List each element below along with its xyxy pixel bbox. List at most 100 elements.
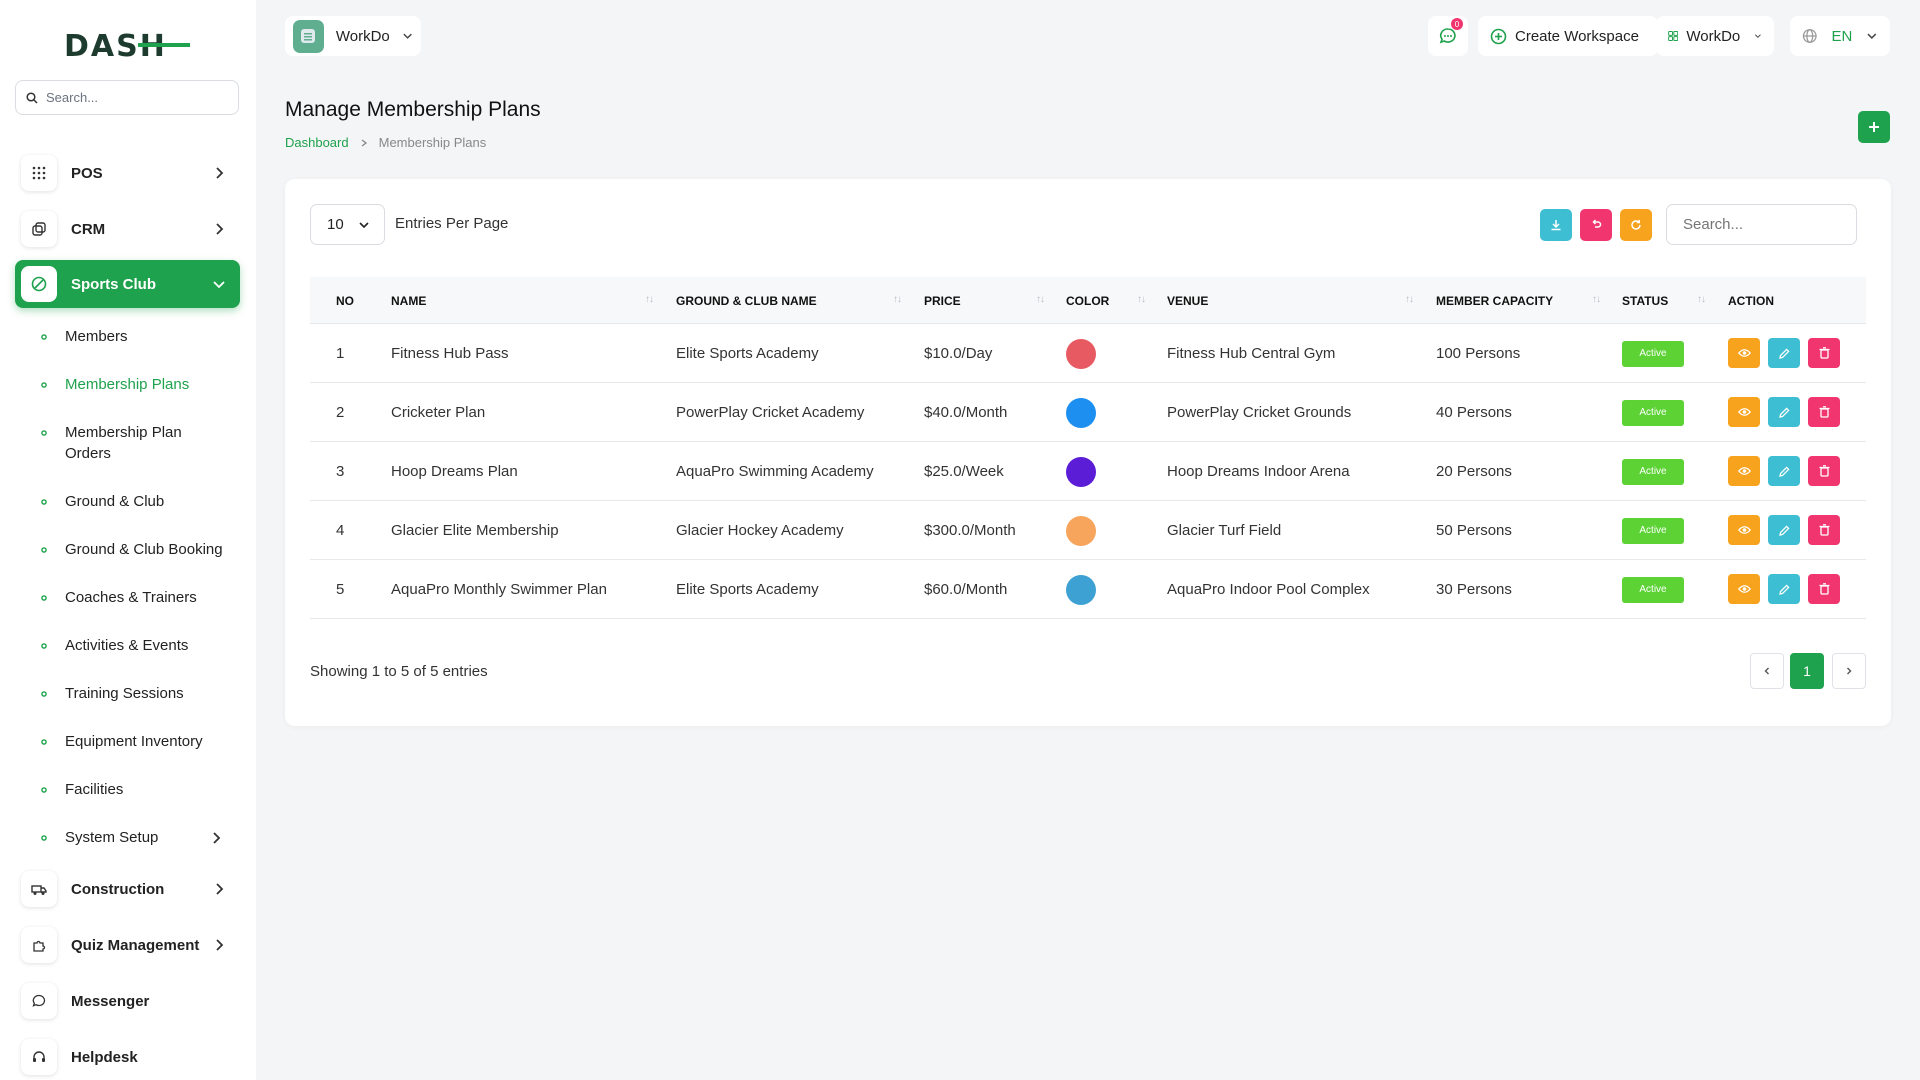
table-search-input[interactable] (1666, 204, 1857, 245)
company-name: WorkDo (1686, 27, 1741, 45)
delete-button[interactable] (1808, 338, 1840, 368)
sidebar-subitem-system-setup[interactable]: System Setup (40, 827, 240, 848)
sidebar-item-label: Sports Club (71, 275, 156, 293)
delete-button[interactable] (1808, 515, 1840, 545)
view-button[interactable] (1728, 515, 1760, 545)
sidebar-item-construction[interactable]: Construction (15, 865, 240, 913)
sidebar-item-label: POS (71, 164, 103, 182)
column-header-no[interactable]: NO (336, 293, 354, 308)
trash-icon (1819, 406, 1829, 418)
delete-button[interactable] (1808, 456, 1840, 486)
breadcrumb-home[interactable]: Dashboard (285, 135, 349, 150)
breadcrumb: Dashboard Membership Plans (285, 135, 486, 150)
sidebar-subitem-ground-club-booking[interactable]: Ground & Club Booking (40, 539, 240, 560)
sidebar-subitem-coaches-trainers[interactable]: Coaches & Trainers (40, 587, 240, 608)
sidebar-item-pos[interactable]: POS (15, 149, 240, 197)
sidebar-subitem-label: Ground & Club (65, 493, 165, 510)
sidebar-subitem-activities-events[interactable]: Activities & Events (40, 635, 240, 656)
column-header-ground-club[interactable]: GROUND & CLUB NAME (676, 293, 817, 308)
eye-icon (1737, 408, 1751, 416)
dash-logo[interactable]: DASH (64, 26, 190, 62)
color-swatch (1066, 515, 1096, 546)
view-button[interactable] (1728, 456, 1760, 486)
company-switcher[interactable]: WorkDo (1656, 16, 1774, 56)
cell-status: Active (1622, 560, 1684, 619)
edit-button[interactable] (1768, 338, 1800, 368)
chevron-right-icon (216, 883, 224, 895)
column-header-venue[interactable]: VENUE (1167, 293, 1209, 308)
column-header-color[interactable]: COLOR (1066, 293, 1110, 308)
pagination-next[interactable] (1832, 653, 1866, 689)
sidebar-subitem-membership-plans[interactable]: Membership Plans (40, 374, 240, 395)
plus-icon (1869, 122, 1879, 132)
cell-ground-club: Elite Sports Academy (676, 581, 819, 598)
cell-no: 1 (336, 345, 345, 362)
globe-icon (1802, 29, 1817, 43)
view-button[interactable] (1728, 338, 1760, 368)
edit-button[interactable] (1768, 515, 1800, 545)
sidebar-subitem-equipment-inventory[interactable]: Equipment Inventory (40, 731, 240, 752)
sort-icon[interactable]: ↑↓ (1405, 294, 1414, 305)
view-button[interactable] (1728, 574, 1760, 604)
sidebar-subitem-membership-plan-orders[interactable]: Membership Plan Orders (40, 422, 200, 464)
sort-icon[interactable]: ↑↓ (893, 294, 902, 305)
trash-icon (1819, 465, 1829, 477)
sort-icon[interactable]: ↑↓ (1137, 294, 1146, 305)
create-workspace-button[interactable]: Create Workspace (1478, 16, 1658, 56)
language-switcher[interactable]: EN (1790, 16, 1890, 56)
reset-button[interactable] (1580, 209, 1612, 241)
sort-icon[interactable]: ↑↓ (1697, 294, 1706, 305)
download-button[interactable] (1540, 209, 1572, 241)
view-button[interactable] (1728, 397, 1760, 427)
sidebar-item-messenger[interactable]: Messenger (15, 977, 240, 1025)
refresh-button[interactable] (1620, 209, 1652, 241)
sidebar-search[interactable]: Search... (15, 80, 239, 115)
cell-venue: AquaPro Indoor Pool Complex (1167, 581, 1370, 598)
sort-icon[interactable]: ↑↓ (1036, 294, 1045, 305)
column-header-status[interactable]: STATUS (1622, 293, 1669, 308)
column-header-price[interactable]: PRICE (924, 293, 961, 308)
table-row: 4 Glacier Elite Membership Glacier Hockey … (310, 501, 1866, 560)
notification-badge: 0 (1451, 18, 1463, 30)
cell-color (1066, 501, 1096, 560)
cell-ground-club: PowerPlay Cricket Academy (676, 404, 865, 421)
cell-venue: Glacier Turf Field (1167, 522, 1282, 539)
edit-button[interactable] (1768, 456, 1800, 486)
cell-member-capacity: 40 Persons (1436, 404, 1512, 421)
delete-button[interactable] (1808, 397, 1840, 427)
sidebar-item-label: Quiz Management (71, 936, 200, 954)
sidebar-item-label: CRM (71, 220, 106, 238)
cell-venue: PowerPlay Cricket Grounds (1167, 404, 1352, 421)
sidebar-item-helpdesk[interactable]: Helpdesk (15, 1033, 240, 1080)
notifications-button[interactable]: 0 (1428, 16, 1468, 56)
sidebar-item-quiz-management[interactable]: Quiz Management (15, 921, 240, 969)
edit-button[interactable] (1768, 397, 1800, 427)
workspace-switcher[interactable]: WorkDo (285, 16, 421, 56)
edit-button[interactable] (1768, 574, 1800, 604)
sidebar-subitem-ground-club[interactable]: Ground & Club (40, 491, 240, 512)
cell-color (1066, 560, 1096, 619)
table-header: NO NAME ↑↓ GROUND & CLUB NAME ↑↓ PRICE ↑… (310, 277, 1866, 324)
sidebar-item-sports-club[interactable]: Sports Club (15, 260, 240, 308)
sort-icon[interactable]: ↑↓ (645, 294, 654, 305)
sort-icon[interactable]: ↑↓ (1592, 294, 1601, 305)
pagination-prev[interactable] (1750, 653, 1784, 689)
status-badge: Active (1622, 340, 1684, 367)
table-info: Showing 1 to 5 of 5 entries (310, 663, 488, 680)
column-header-member-capacity[interactable]: MEMBER CAPACITY (1436, 293, 1554, 308)
sidebar-subitem-members[interactable]: Members (40, 326, 240, 347)
cell-name: Cricketer Plan (391, 404, 486, 421)
sidebar-subitem-facilities[interactable]: Facilities (40, 779, 240, 800)
chevron-right-icon (216, 167, 224, 179)
delete-button[interactable] (1808, 574, 1840, 604)
chevron-right-icon (361, 138, 367, 147)
sidebar-item-label: Messenger (71, 992, 150, 1010)
cell-member-capacity: 20 Persons (1436, 463, 1512, 480)
add-plan-button[interactable] (1858, 111, 1890, 143)
per-page-value: 10 (327, 216, 344, 233)
entries-per-page-select[interactable]: 10 (310, 204, 385, 245)
sidebar-subitem-training-sessions[interactable]: Training Sessions (40, 683, 240, 704)
pagination-page-1[interactable]: 1 (1790, 653, 1824, 689)
column-header-name[interactable]: NAME (391, 293, 427, 308)
sidebar-item-crm[interactable]: CRM (15, 205, 240, 253)
